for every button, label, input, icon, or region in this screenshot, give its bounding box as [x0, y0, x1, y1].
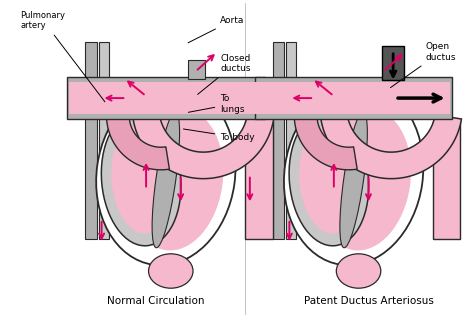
- Text: Aorta: Aorta: [188, 16, 245, 43]
- Polygon shape: [133, 115, 273, 179]
- Bar: [245, 121, 273, 238]
- Text: To
lungs: To lungs: [188, 94, 245, 114]
- Polygon shape: [321, 115, 462, 179]
- Ellipse shape: [148, 254, 193, 288]
- Ellipse shape: [111, 126, 171, 233]
- Bar: [85, 42, 97, 238]
- Ellipse shape: [316, 109, 411, 251]
- Bar: [99, 42, 109, 238]
- Ellipse shape: [289, 114, 369, 246]
- Ellipse shape: [299, 126, 359, 233]
- Bar: [188, 60, 205, 80]
- Bar: [433, 121, 460, 238]
- Polygon shape: [107, 107, 169, 170]
- Text: To body: To body: [183, 129, 255, 142]
- Text: Open
ductus: Open ductus: [391, 42, 456, 88]
- Ellipse shape: [340, 112, 367, 248]
- Ellipse shape: [337, 254, 381, 288]
- Ellipse shape: [101, 114, 181, 246]
- Bar: [67, 78, 264, 119]
- Ellipse shape: [96, 84, 236, 265]
- Bar: [69, 82, 263, 114]
- Text: Patent Ductus Arteriosus: Patent Ductus Arteriosus: [303, 295, 433, 306]
- Bar: [286, 42, 296, 238]
- Ellipse shape: [128, 109, 223, 251]
- Ellipse shape: [284, 84, 423, 265]
- Polygon shape: [294, 107, 357, 170]
- Bar: [273, 42, 284, 238]
- Ellipse shape: [152, 112, 180, 248]
- Text: Closed
ductus: Closed ductus: [198, 54, 251, 94]
- Text: Pulmonary
artery: Pulmonary artery: [20, 11, 105, 102]
- Bar: [255, 78, 453, 119]
- Bar: [257, 82, 450, 114]
- Text: Normal Circulation: Normal Circulation: [107, 295, 205, 306]
- Bar: [382, 46, 404, 80]
